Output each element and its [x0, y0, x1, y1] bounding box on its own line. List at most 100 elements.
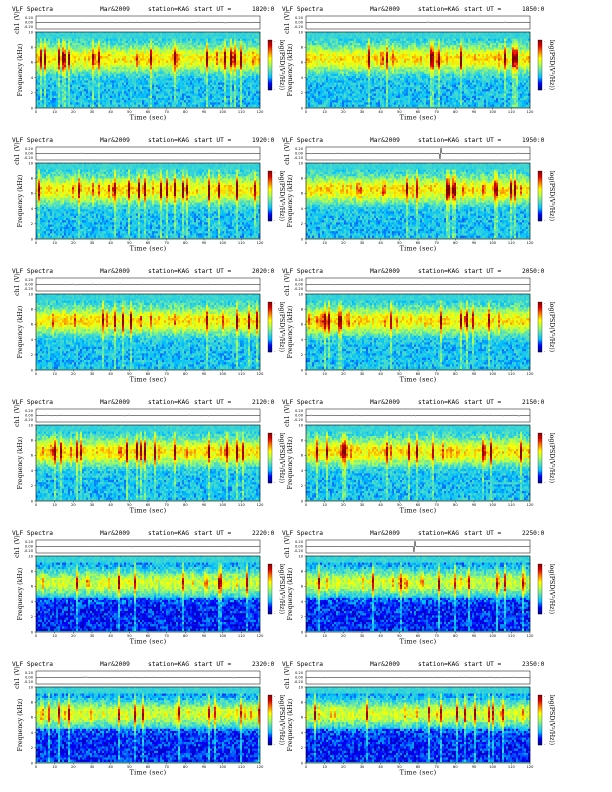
panel-start-prefix: start UT =: [464, 530, 501, 538]
time-tick-label: 60: [416, 241, 421, 245]
time-tick-label: 110: [508, 110, 516, 114]
panel-title: VLF Spectra: [12, 661, 53, 669]
time-axis-label: Time (sec): [130, 376, 167, 384]
panel-title: VLF Spectra: [282, 399, 323, 407]
time-tick-label: 50: [127, 110, 132, 114]
panel-station: station=KAG: [418, 399, 459, 407]
freq-tick-label: 4: [31, 76, 34, 80]
time-tick-label: 40: [108, 241, 113, 245]
ch1-trace: [35, 283, 261, 286]
freq-tick-label: 4: [301, 76, 304, 80]
freq-tick-label: 0: [301, 499, 304, 503]
time-tick-label: 70: [434, 765, 439, 769]
ch1-tick-label: -0.20: [24, 156, 34, 160]
ch1-tick-label: -0.20: [294, 418, 304, 422]
time-tick-label: 60: [146, 503, 151, 507]
time-tick-label: 40: [378, 765, 383, 769]
ch1-tick-label: 0.00: [295, 676, 304, 680]
spectrogram-panel: VLF Spectra Mar&2009 station=KAG start UT =…: [276, 399, 555, 523]
spectrogram-panel: VLF Spectra Mar&2009 station=KAG start UT =…: [276, 268, 555, 392]
time-axis-label: Time (sec): [130, 245, 167, 253]
freq-tick-label: 10: [28, 292, 33, 296]
time-tick-label: 0: [305, 765, 308, 769]
time-tick-label: 10: [52, 372, 57, 376]
colorbar-tick-label: -: [544, 87, 546, 91]
time-tick-label: 120: [257, 765, 265, 769]
freq-tick-label: 8: [301, 439, 304, 443]
freq-tick-label: 8: [301, 46, 304, 50]
panel-header: VLF Spectra Mar&2009 station=KAG start UT =…: [282, 137, 550, 145]
ch1-tick-label: 0.00: [295, 545, 304, 549]
time-tick-label: 50: [397, 241, 402, 245]
ch1-tick-label: 0.20: [25, 409, 34, 413]
panel-start-prefix: start UT =: [194, 530, 231, 538]
time-tick-label: 60: [146, 110, 151, 114]
time-tick-label: 0: [35, 634, 38, 638]
ch1-tick-label: 0.20: [295, 540, 304, 544]
freq-tick-label: 0: [301, 368, 304, 372]
time-tick-label: 100: [489, 372, 497, 376]
freq-tick-label: 8: [301, 177, 304, 181]
time-axis-label: Time (sec): [400, 769, 437, 777]
time-tick-label: 60: [416, 634, 421, 638]
spectrogram-panel: VLF Spectra Mar&2009 station=KAG start UT =…: [6, 137, 285, 261]
ch1-trace: [35, 21, 261, 24]
freq-tick-label: 8: [31, 308, 34, 312]
panel-start-prefix: start UT =: [194, 661, 231, 669]
freq-tick-label: 0: [31, 499, 34, 503]
colorbar-tick-label: -: [544, 611, 546, 615]
time-tick-label: 80: [183, 110, 188, 114]
spectrogram-panel: VLF Spectra Mar&2009 station=KAG start UT =…: [276, 530, 555, 654]
ch1-axis-label: ch1 (V): [284, 404, 291, 427]
time-tick-label: 0: [305, 634, 308, 638]
ch1-tick-label: 0.00: [25, 545, 34, 549]
freq-tick-label: 0: [31, 761, 34, 765]
time-tick-label: 20: [341, 372, 346, 376]
panel-start-ut: 2120:0: [252, 399, 274, 407]
colorbar-label: log(PSD(V²/Hz)): [278, 433, 285, 483]
panel-title: VLF Spectra: [12, 137, 53, 145]
time-tick-label: 90: [472, 110, 477, 114]
panel-title: VLF Spectra: [12, 399, 53, 407]
colorbar: [267, 563, 273, 615]
panel-header: VLF Spectra Mar&2009 station=KAG start UT =…: [282, 661, 550, 669]
time-tick-label: 20: [341, 241, 346, 245]
freq-axis-label: Frequency (kHz): [287, 44, 294, 97]
freq-tick-label: 10: [28, 161, 33, 165]
panel-header: VLF Spectra Mar&2009 station=KAG start UT =…: [12, 268, 280, 276]
panel-start-prefix: start UT =: [194, 399, 231, 407]
ch1-tick-label: -0.20: [294, 549, 304, 553]
panel-start-prefix: start UT =: [464, 399, 501, 407]
time-tick-label: 110: [508, 765, 516, 769]
freq-tick-label: 2: [31, 746, 33, 750]
freq-tick-label: 2: [31, 353, 33, 357]
spectrogram-cells: [36, 32, 261, 107]
panel-start-prefix: start UT =: [194, 137, 231, 145]
colorbar-tick-label: -: [274, 301, 276, 305]
freq-axis-label: Frequency (kHz): [287, 306, 294, 359]
ch1-frame: [35, 539, 261, 554]
time-tick-label: 100: [219, 765, 227, 769]
panel-station: station=KAG: [418, 137, 459, 145]
time-tick-label: 80: [183, 765, 188, 769]
freq-tick-label: 4: [31, 731, 34, 735]
freq-tick-label: 2: [31, 484, 33, 488]
ch1-axis-label: ch1 (V): [284, 535, 291, 558]
time-tick-label: 30: [90, 634, 95, 638]
panel-title: VLF Spectra: [282, 268, 323, 276]
time-tick-label: 20: [341, 503, 346, 507]
time-tick-label: 120: [257, 634, 265, 638]
freq-tick-label: 2: [301, 353, 303, 357]
panel-date: Mar&2009: [370, 661, 400, 669]
freq-tick-label: 4: [301, 338, 304, 342]
spectrogram-cells: [306, 32, 531, 107]
spectrogram-cells: [36, 687, 261, 762]
freq-axis-label: Frequency (kHz): [287, 437, 294, 490]
time-tick-label: 50: [127, 634, 132, 638]
panel-title: VLF Spectra: [282, 137, 323, 145]
spectrogram-panel: VLF Spectra Mar&2009 station=KAG start UT =…: [6, 268, 285, 392]
